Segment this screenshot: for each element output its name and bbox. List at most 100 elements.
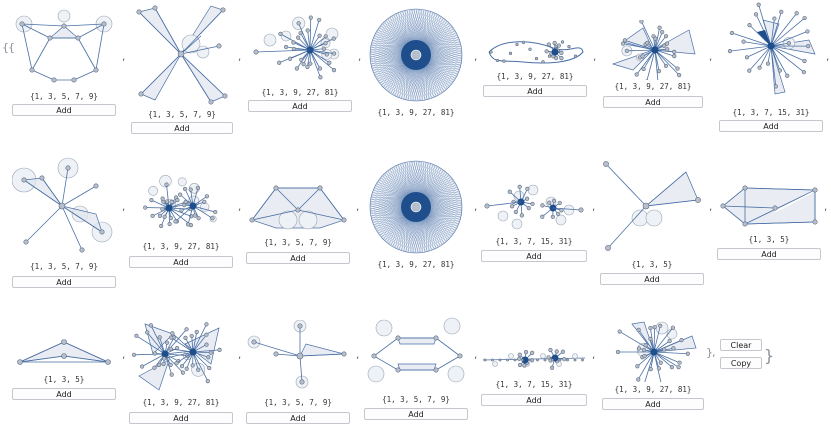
add-button[interactable]: Add — [602, 398, 704, 410]
graph-thumbnail — [12, 157, 113, 253]
graph-cell: {1, 3, 5, 7, 9} Add — [246, 320, 350, 426]
separator: , — [122, 350, 126, 361]
graph-cell: {1, 3, 7, 15, 31} Add — [719, 2, 823, 134]
separator: , — [592, 202, 596, 213]
graph-cell: {1, 3, 9, 27, 81} Add — [129, 174, 233, 270]
add-button[interactable]: Add — [246, 412, 350, 424]
graph-caption: {1, 3, 5, 7, 9} — [30, 92, 98, 101]
add-button[interactable]: Add — [248, 100, 352, 112]
graph-thumbnail — [369, 160, 463, 254]
graph-cell: {1, 3, 5, 7, 9} Add — [12, 156, 116, 288]
separator: , — [238, 350, 242, 361]
separator: , — [356, 350, 360, 361]
graph-cell: {1, 3, 5} Add — [600, 160, 704, 286]
graph-cell: {1, 3, 9, 27, 81} Add — [602, 318, 704, 414]
separator: , — [122, 52, 126, 63]
graph-caption: {1, 3, 7, 15, 31} — [495, 237, 573, 246]
separator: , — [824, 202, 828, 213]
graph-caption: {1, 3, 9, 27, 81} — [377, 108, 455, 117]
add-button[interactable]: Add — [12, 104, 116, 116]
graph-caption: {1, 3, 5, 7, 9} — [30, 262, 98, 271]
graph-thumbnail — [484, 184, 584, 230]
graph-thumbnail — [367, 317, 465, 383]
separator: , — [356, 202, 360, 213]
graph-thumbnail — [615, 321, 697, 382]
add-button[interactable]: Add — [129, 256, 233, 268]
close-outer-brace: } — [764, 346, 774, 365]
add-button[interactable]: Add — [719, 120, 823, 132]
separator: , — [709, 52, 713, 63]
clear-button[interactable]: Clear — [720, 339, 762, 351]
add-button[interactable]: Add — [483, 85, 587, 97]
separator: , — [238, 52, 242, 63]
graph-thumbnail — [15, 9, 113, 83]
graph-thumbnail — [369, 8, 463, 102]
add-button[interactable]: Add — [481, 250, 587, 262]
graph-caption: {1, 3, 9, 27, 81} — [614, 385, 692, 394]
separator: , — [358, 52, 362, 63]
graph-caption: {1, 3, 5} — [43, 375, 85, 384]
add-button[interactable]: Add — [246, 252, 350, 264]
graph-caption: {1, 3, 5, 7, 9} — [382, 395, 450, 404]
graph-caption: {1, 3, 9, 27, 81} — [496, 72, 574, 81]
graph-cell: {1, 3, 7, 15, 31} Add — [481, 338, 587, 408]
graph-thumbnail — [249, 185, 347, 230]
graph-caption: {1, 3, 9, 27, 81} — [377, 260, 455, 269]
add-button[interactable]: Add — [12, 388, 116, 400]
graph-cell: {1, 3, 7, 15, 31} Add — [481, 180, 587, 264]
separator: , — [474, 52, 478, 63]
graph-thumbnail — [143, 174, 218, 229]
graph-caption: {1, 3, 9, 27, 81} — [261, 88, 339, 97]
graph-thumbnail — [727, 2, 816, 95]
add-button[interactable]: Add — [481, 394, 587, 406]
graph-caption: {1, 3, 7, 15, 31} — [495, 380, 573, 389]
graph-caption: {1, 3, 9, 27, 81} — [142, 242, 220, 251]
add-button[interactable]: Add — [717, 248, 821, 260]
graph-cell: {1, 3, 9, 27, 81} — [365, 4, 467, 120]
add-button[interactable]: Add — [364, 408, 468, 420]
graph-cell: {1, 3, 9, 27, 81} Add — [129, 314, 233, 426]
graph-caption: {1, 3, 9, 27, 81} — [614, 82, 692, 91]
graph-caption: {1, 3, 5, 7, 9} — [148, 110, 216, 119]
graph-cell: {1, 3, 5, 7, 9} Add — [131, 4, 233, 134]
graph-caption: {1, 3, 9, 27, 81} — [142, 398, 220, 407]
separator: , — [592, 350, 596, 361]
separator: , — [238, 202, 242, 213]
graph-thumbnail — [720, 185, 818, 227]
graph-cell: {1, 3, 9, 27, 81} Add — [603, 20, 703, 110]
graph-thumbnail — [131, 322, 222, 391]
graph-cell: {1, 3, 5, 7, 9} Add — [246, 180, 350, 266]
graph-caption: {1, 3, 5, 7, 9} — [264, 238, 332, 247]
graph-thumbnail — [482, 347, 586, 370]
graph-caption: {1, 3, 5, 7, 9} — [264, 398, 332, 407]
graph-thumbnail — [488, 40, 584, 64]
separator: , — [826, 52, 830, 63]
graph-thumbnail — [611, 20, 696, 80]
graph-thumbnail — [17, 339, 111, 365]
graph-caption: {1, 3, 7, 15, 31} — [732, 108, 810, 117]
add-button[interactable]: Add — [603, 96, 703, 108]
add-button[interactable]: Add — [131, 122, 233, 134]
separator: , — [709, 202, 713, 213]
separator: , — [122, 202, 126, 213]
copy-button[interactable]: Copy — [720, 357, 762, 369]
graph-cell: {1, 3, 5} Add — [717, 182, 821, 262]
graph-cell: {1, 3, 9, 27, 81} Add — [483, 34, 587, 98]
add-button[interactable]: Add — [129, 412, 233, 424]
graph-cell: {1, 3, 9, 27, 81} — [365, 156, 467, 274]
graph-cell: {1, 3, 5, 7, 9} Add — [12, 8, 116, 116]
graph-cell: {1, 3, 9, 27, 81} Add — [248, 14, 352, 114]
graph-thumbnail — [253, 15, 340, 80]
separator: , — [474, 202, 478, 213]
add-button[interactable]: Add — [600, 273, 704, 285]
separator: , — [593, 52, 597, 63]
close-inner-brace: }, — [706, 346, 715, 359]
graph-caption: {1, 3, 5} — [631, 260, 673, 269]
graph-thumbnail — [247, 320, 347, 389]
graph-thumbnail — [603, 161, 701, 251]
graph-caption: {1, 3, 5} — [748, 235, 790, 244]
open-braces: {{ — [2, 41, 15, 54]
add-button[interactable]: Add — [12, 276, 116, 288]
graph-cell: {1, 3, 5, 7, 9} Add — [364, 316, 468, 422]
separator: , — [474, 350, 478, 361]
